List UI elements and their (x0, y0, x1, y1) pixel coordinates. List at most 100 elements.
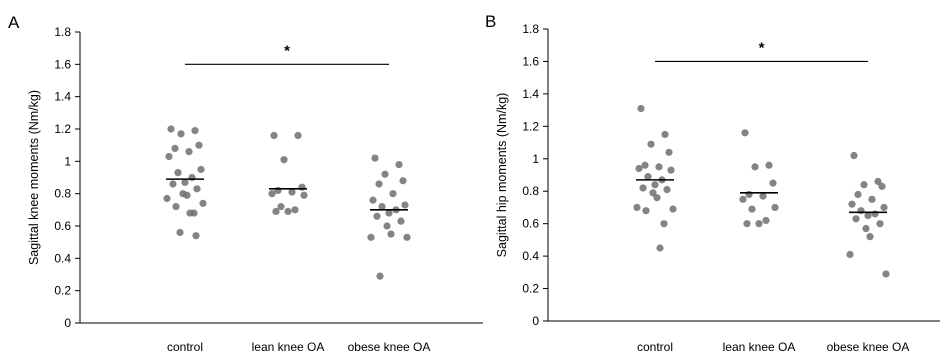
data-point (395, 161, 402, 168)
data-point (399, 177, 406, 184)
y-tick-label: 1.4 (54, 90, 71, 104)
y-tick-label: 1.6 (54, 57, 71, 71)
data-point (177, 130, 184, 137)
data-point (387, 230, 394, 237)
data-point (653, 194, 660, 201)
data-point (165, 153, 172, 160)
y-tick-label: 0.8 (54, 187, 71, 201)
data-point (403, 234, 410, 241)
data-point (762, 217, 769, 224)
data-point (172, 203, 179, 210)
data-point (850, 152, 857, 159)
data-point (272, 208, 279, 215)
data-point (656, 244, 663, 251)
y-tick-label: 0.4 (54, 251, 71, 265)
x-category-label: obese knee OA (348, 340, 431, 354)
data-point (197, 166, 204, 173)
y-tick-label: 0 (64, 316, 71, 330)
data-point (862, 225, 869, 232)
data-point (185, 148, 192, 155)
data-point (268, 190, 275, 197)
data-point (878, 183, 885, 190)
data-point (280, 156, 287, 163)
data-point (284, 208, 291, 215)
data-point (771, 204, 778, 211)
data-point (373, 213, 380, 220)
data-point (291, 206, 298, 213)
data-point (375, 180, 382, 187)
data-point (882, 270, 889, 277)
data-point (745, 191, 752, 198)
data-point (191, 127, 198, 134)
y-tick-label: 0.2 (54, 284, 71, 298)
data-point (739, 196, 746, 203)
y-tick-label: 1.2 (54, 122, 71, 136)
data-point (369, 197, 376, 204)
data-point (655, 163, 662, 170)
y-tick-label: 1.8 (522, 22, 539, 36)
data-point (663, 186, 670, 193)
data-point (270, 132, 277, 139)
data-point (171, 145, 178, 152)
data-point (880, 204, 887, 211)
y-tick-label: 1.6 (522, 54, 539, 68)
data-point (866, 233, 873, 240)
data-point (633, 204, 640, 211)
data-point (192, 232, 199, 239)
data-point (195, 142, 202, 149)
data-point (174, 169, 181, 176)
panel-label: A (8, 13, 20, 32)
data-point (743, 220, 750, 227)
data-point (199, 200, 206, 207)
data-point (748, 205, 755, 212)
y-tick-label: 1 (64, 154, 71, 168)
y-axis-title: Sagittal hip moments (Nm/kg) (495, 93, 509, 258)
y-axis-title: Sagittal knee moments (Nm/kg) (27, 90, 41, 265)
x-category-label: lean knee OA (723, 340, 796, 354)
y-tick-label: 1.2 (522, 119, 539, 133)
data-point (298, 184, 305, 191)
x-category-label: control (167, 340, 203, 354)
data-point (848, 201, 855, 208)
x-category-label: obese knee OA (827, 340, 910, 354)
data-point (183, 192, 190, 199)
data-point (741, 129, 748, 136)
significance-star: * (759, 39, 765, 56)
data-point (661, 131, 668, 138)
data-point (389, 190, 396, 197)
x-category-label: control (637, 340, 673, 354)
data-point (854, 191, 861, 198)
panel-a: A 0 0.2 0.4 0.6 0.8 1 1.2 1.4 1.6 1.8 Sagittal knee… (8, 13, 483, 354)
data-point (642, 207, 649, 214)
data-point (371, 155, 378, 162)
data-point (876, 220, 883, 227)
y-tick-label: 0.8 (522, 184, 539, 198)
data-point (769, 180, 776, 187)
y-tick-label: 1 (532, 152, 539, 166)
data-point (667, 167, 674, 174)
data-point (765, 162, 772, 169)
x-category-label: lean knee OA (252, 340, 325, 354)
data-point (868, 196, 875, 203)
data-point (188, 174, 195, 181)
data-point (665, 149, 672, 156)
y-tick-label: 0.4 (522, 249, 539, 263)
data-point (635, 165, 642, 172)
data-point (846, 251, 853, 258)
y-tick-label: 0.6 (522, 217, 539, 231)
data-point (176, 229, 183, 236)
data-point (651, 181, 658, 188)
data-point (860, 181, 867, 188)
data-point (871, 210, 878, 217)
data-point (376, 273, 383, 280)
data-point (669, 205, 676, 212)
significance-star: * (284, 42, 290, 59)
data-point (294, 132, 301, 139)
panel-label: B (485, 12, 496, 31)
data-point (660, 220, 667, 227)
data-point (186, 209, 193, 216)
data-point (381, 171, 388, 178)
y-tick-label: 1.8 (54, 25, 71, 39)
data-point (163, 195, 170, 202)
